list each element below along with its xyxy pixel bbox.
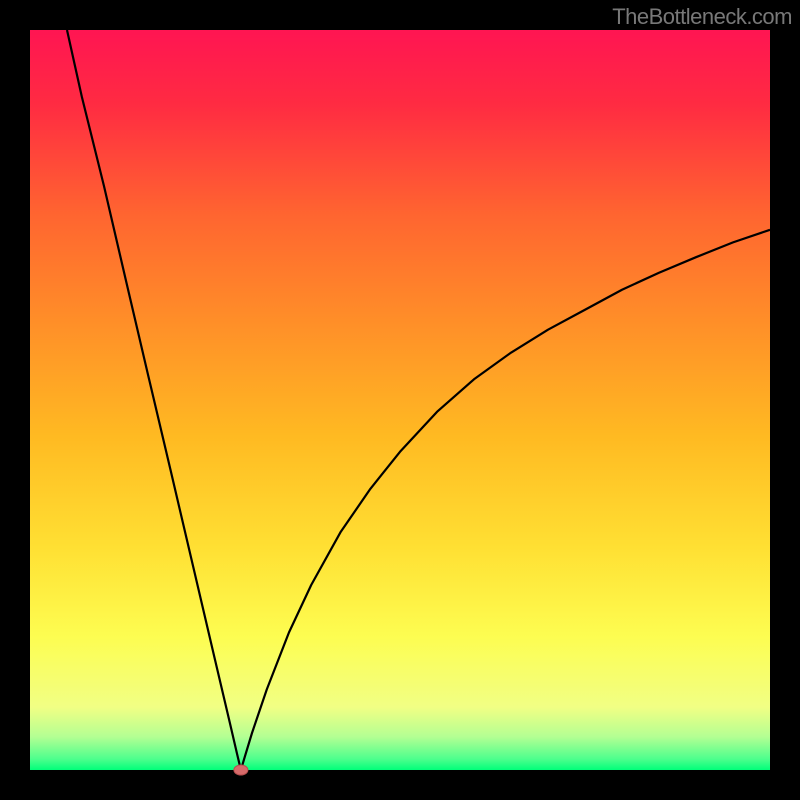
chart-gradient-background	[30, 30, 770, 770]
watermark-text: TheBottleneck.com	[612, 4, 792, 30]
optimal-point-marker	[234, 765, 248, 775]
bottleneck-chart	[0, 0, 800, 800]
chart-container: TheBottleneck.com	[0, 0, 800, 800]
